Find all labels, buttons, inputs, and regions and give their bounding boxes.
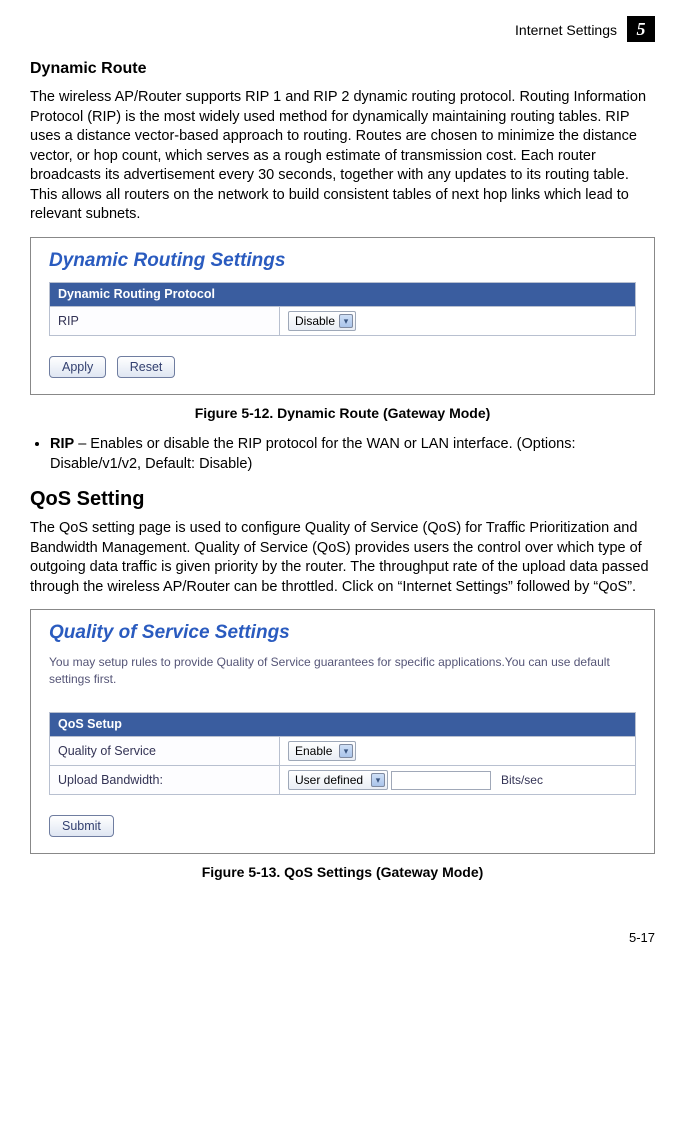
row-value-upload-bandwidth: User defined ▾ Bits/sec: [280, 765, 636, 794]
qos-enable-select[interactable]: Enable ▾: [288, 741, 356, 761]
table-row: Upload Bandwidth: User defined ▾ Bits/se…: [50, 765, 636, 794]
apply-button[interactable]: Apply: [49, 356, 106, 378]
page-header: Internet Settings 5: [30, 20, 655, 46]
button-row: Submit: [49, 805, 636, 837]
upload-bandwidth-value: User defined: [295, 773, 363, 787]
panel-title-qos: Quality of Service Settings: [49, 622, 636, 644]
table-row: RIP Disable ▾: [50, 306, 636, 335]
figure-qos: Quality of Service Settings You may setu…: [30, 609, 655, 854]
row-value-rip: Disable ▾: [280, 306, 636, 335]
chevron-down-icon: ▾: [371, 773, 385, 787]
row-label-upload-bandwidth: Upload Bandwidth:: [50, 765, 280, 794]
row-label-rip: RIP: [50, 306, 280, 335]
rip-select-value: Disable: [295, 314, 335, 328]
panel-title-dynamic-routing: Dynamic Routing Settings: [49, 250, 636, 272]
bullet-label-rip: RIP: [50, 436, 74, 452]
figure-dynamic-route: Dynamic Routing Settings Dynamic Routing…: [30, 237, 655, 395]
figure-caption-5-12: Figure 5-12. Dynamic Route (Gateway Mode…: [30, 405, 655, 421]
qos-setting-heading: QoS Setting: [30, 488, 655, 511]
table-row: Quality of Service Enable ▾: [50, 736, 636, 765]
chevron-down-icon: ▾: [339, 314, 353, 328]
reset-button[interactable]: Reset: [117, 356, 176, 378]
upload-bandwidth-input[interactable]: [391, 771, 491, 790]
unit-bits-sec: Bits/sec: [501, 773, 543, 787]
qos-body: The QoS setting page is used to configur…: [30, 519, 655, 597]
button-row: Apply Reset: [49, 346, 636, 378]
dynamic-route-body: The wireless AP/Router supports RIP 1 an…: [30, 88, 655, 225]
qos-enable-value: Enable: [295, 744, 332, 758]
dynamic-route-heading: Dynamic Route: [30, 60, 655, 78]
figure-caption-5-13: Figure 5-13. QoS Settings (Gateway Mode): [30, 864, 655, 880]
submit-button[interactable]: Submit: [49, 815, 114, 837]
upload-bandwidth-select[interactable]: User defined ▾: [288, 770, 388, 790]
chapter-number-box: 5: [627, 16, 655, 42]
row-value-quality-of-service: Enable ▾: [280, 736, 636, 765]
qos-table: QoS Setup Quality of Service Enable ▾ Up…: [49, 712, 636, 795]
page-footer: 5-17: [30, 930, 655, 945]
list-item: RIP – Enables or disable the RIP protoco…: [50, 435, 655, 474]
rip-select[interactable]: Disable ▾: [288, 311, 356, 331]
section-label: Internet Settings: [515, 22, 617, 38]
bullet-text-rip: – Enables or disable the RIP protocol fo…: [50, 436, 575, 472]
table-header-qos-setup: QoS Setup: [50, 712, 636, 736]
row-label-quality-of-service: Quality of Service: [50, 736, 280, 765]
chevron-down-icon: ▾: [339, 744, 353, 758]
table-header-dynamic-routing-protocol: Dynamic Routing Protocol: [50, 282, 636, 306]
dynamic-routing-table: Dynamic Routing Protocol RIP Disable ▾: [49, 282, 636, 336]
bullet-list: RIP – Enables or disable the RIP protoco…: [30, 435, 655, 474]
panel-desc-qos: You may setup rules to provide Quality o…: [49, 654, 636, 688]
